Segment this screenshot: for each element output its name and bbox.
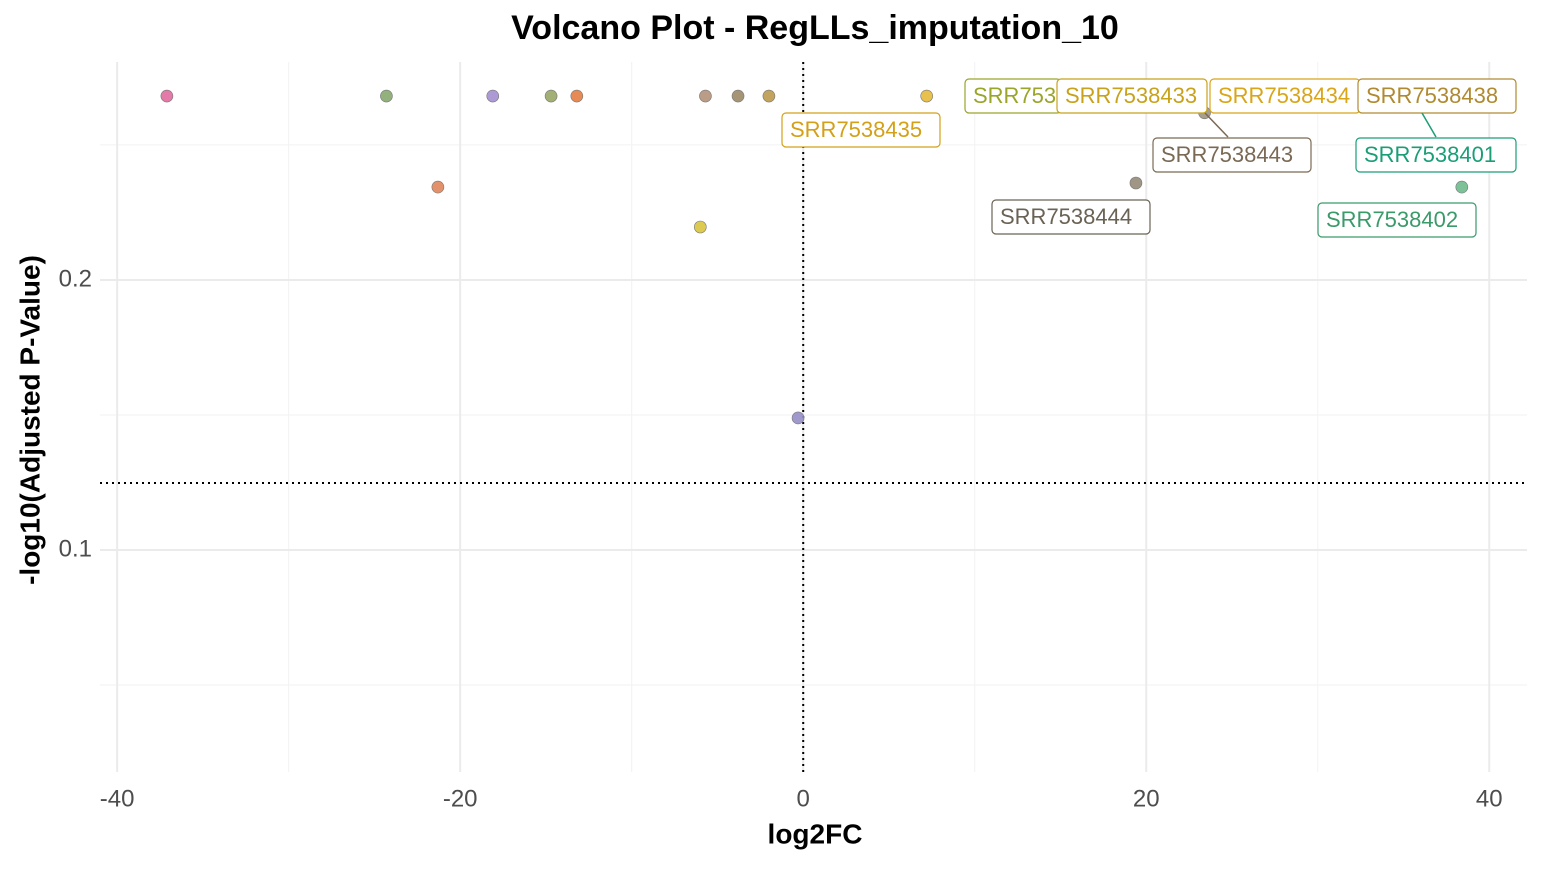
point: [920, 89, 933, 103]
x-axis-label: log2FC: [768, 818, 863, 849]
x-tick-label: 0: [797, 785, 810, 812]
x-tick-label: -40: [100, 785, 135, 812]
label-box: [781, 112, 941, 148]
label-connector: [1421, 112, 1437, 138]
point: [1129, 176, 1143, 190]
point: [762, 89, 776, 103]
x-tick-label: -20: [443, 785, 478, 812]
x-tick-label: 20: [1133, 785, 1160, 812]
point-label: SRR7538402: [1326, 207, 1458, 232]
label-box: [991, 199, 1151, 235]
point: [731, 89, 745, 103]
point-label: SRR7538401: [1364, 142, 1496, 167]
label-box: [1357, 78, 1517, 114]
point-label: SRR7538435: [790, 117, 922, 142]
point-label: SRR7538434: [1218, 83, 1350, 108]
point: [486, 89, 500, 103]
label-connector: [1204, 112, 1229, 138]
label-box: [1355, 137, 1517, 173]
point-label: SRR753: [973, 83, 1056, 108]
label-box: [1056, 78, 1208, 114]
point-label: SRR7538443: [1161, 142, 1293, 167]
point: [380, 89, 393, 103]
x-tick-label: 40: [1476, 785, 1503, 812]
point: [694, 220, 707, 234]
point: [791, 411, 805, 425]
y-tick-label: 0.1: [59, 535, 92, 562]
point-label: SRR7538444: [1000, 204, 1132, 229]
point-label: SRR7538433: [1065, 83, 1197, 108]
point: [160, 89, 174, 103]
point: [431, 180, 445, 194]
point: [699, 89, 712, 103]
label-box: [1152, 137, 1312, 173]
point: [1455, 180, 1469, 194]
point-label: SRR7538438: [1366, 83, 1498, 108]
point: [544, 89, 558, 103]
y-tick-label: 0.2: [59, 265, 92, 292]
y-axis-label: -log10(Adjusted P-Value): [14, 255, 45, 585]
label-box: [1317, 202, 1477, 238]
chart-title: Volcano Plot - RegLLs_imputation_10: [511, 9, 1119, 47]
point: [570, 89, 584, 103]
